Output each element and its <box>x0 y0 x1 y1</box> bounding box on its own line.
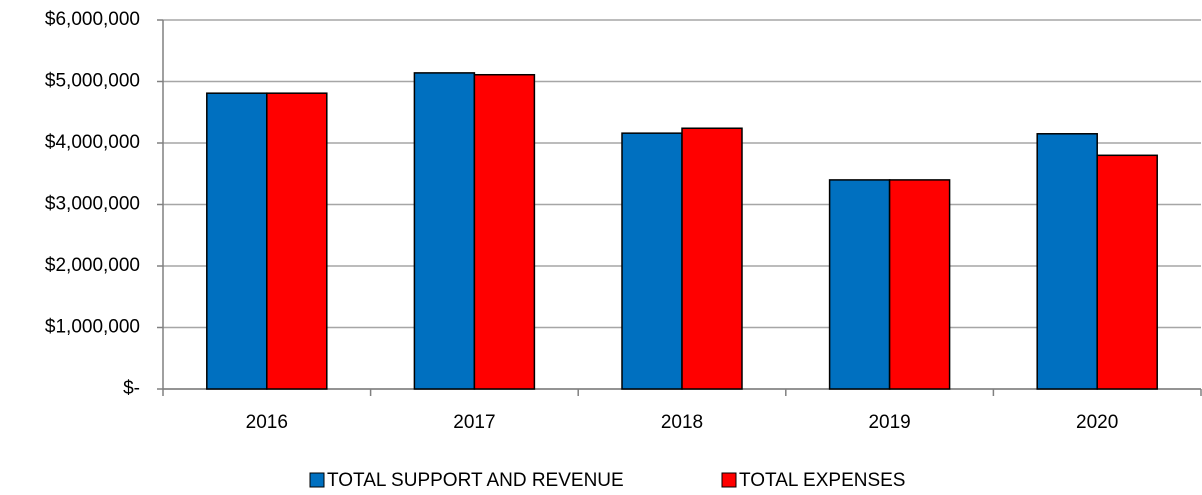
y-tick-label: $2,000,000 <box>45 255 140 276</box>
legend-label: TOTAL SUPPORT AND REVENUE <box>327 470 624 491</box>
bar <box>888 179 951 390</box>
y-tick-label: $4,000,000 <box>45 132 140 153</box>
x-tick-label: 2016 <box>246 412 288 433</box>
bar <box>206 92 268 390</box>
x-tick-label: 2019 <box>868 412 910 433</box>
bar <box>621 132 683 390</box>
bar <box>266 92 328 390</box>
bar <box>1036 133 1098 390</box>
y-tick-label: $1,000,000 <box>45 317 140 338</box>
y-tick-label: $3,000,000 <box>45 194 140 215</box>
y-tick-label: $6,000,000 <box>45 9 140 30</box>
bar <box>828 179 891 390</box>
x-tick-label: 2018 <box>661 412 703 433</box>
x-tick-label: 2020 <box>1076 412 1118 433</box>
bar <box>1096 154 1158 390</box>
legend-label: TOTAL EXPENSES <box>739 470 905 491</box>
legend-swatch <box>309 472 325 488</box>
legend-swatch <box>721 472 737 488</box>
bar <box>473 73 536 390</box>
bar <box>681 127 743 390</box>
y-tick-label: $5,000,000 <box>45 71 140 92</box>
bar <box>413 72 476 390</box>
y-tick-label: $- <box>123 378 140 399</box>
x-tick-label: 2017 <box>453 412 495 433</box>
